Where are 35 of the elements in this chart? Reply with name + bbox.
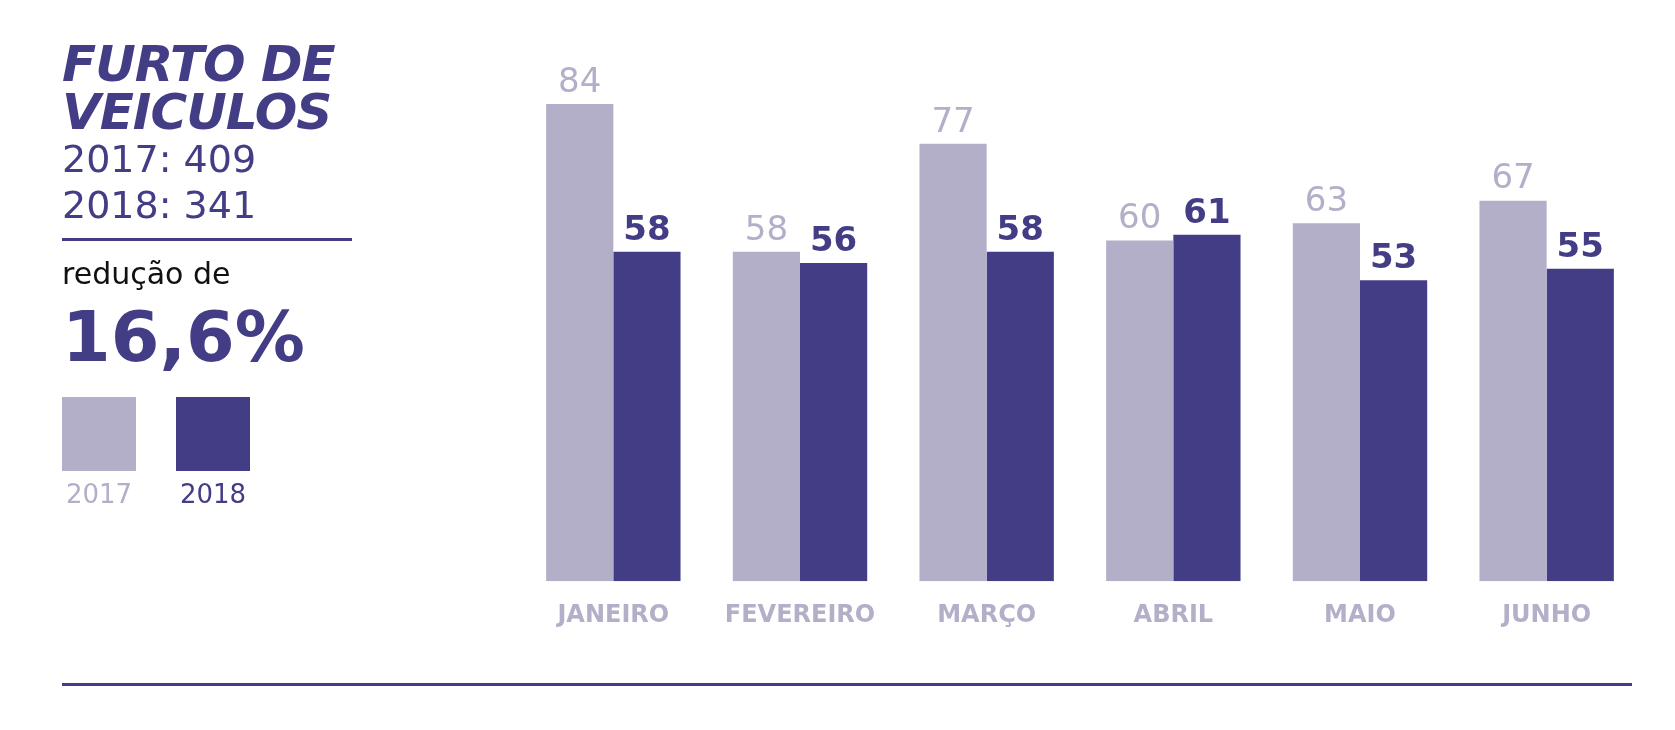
data-label: 58 — [744, 207, 789, 248]
x-tick-label: JANEIRO — [555, 599, 670, 628]
x-tick-label: FEVEREIRO — [724, 599, 876, 628]
text: 2017 — [65, 479, 133, 509]
bar — [546, 104, 614, 582]
data-label: 63 — [1304, 179, 1349, 220]
text: 16,6% — [62, 296, 306, 378]
data-label: 56 — [809, 218, 858, 259]
bar — [986, 251, 1054, 582]
x-tick-label: MARÇO — [937, 599, 1037, 628]
bar — [732, 251, 800, 582]
x-tick-label: ABRIL — [1133, 599, 1214, 628]
text: 2018: 341 — [62, 182, 258, 228]
bar — [1360, 280, 1428, 582]
text: redução de — [62, 255, 232, 293]
data-label: 55 — [1556, 224, 1604, 265]
data-label: 77 — [931, 99, 975, 140]
bar — [1292, 223, 1360, 582]
text: 2018 — [179, 479, 247, 509]
x-tick-label: JUNHO — [1500, 599, 1592, 628]
data-label: 58 — [996, 207, 1044, 248]
data-label: 67 — [1491, 156, 1535, 197]
bar — [1479, 200, 1547, 582]
bar — [800, 263, 868, 582]
bar — [1546, 268, 1614, 582]
data-label: 84 — [558, 59, 602, 100]
x-tick-label: MAIO — [1324, 599, 1396, 628]
data-label: 61 — [1183, 190, 1231, 231]
data-label: 60 — [1118, 196, 1162, 237]
bar — [1106, 240, 1174, 582]
data-label: 58 — [623, 207, 671, 248]
bar — [919, 143, 987, 582]
bar — [613, 251, 681, 582]
bar — [1173, 234, 1241, 582]
data-label: 53 — [1369, 235, 1418, 276]
